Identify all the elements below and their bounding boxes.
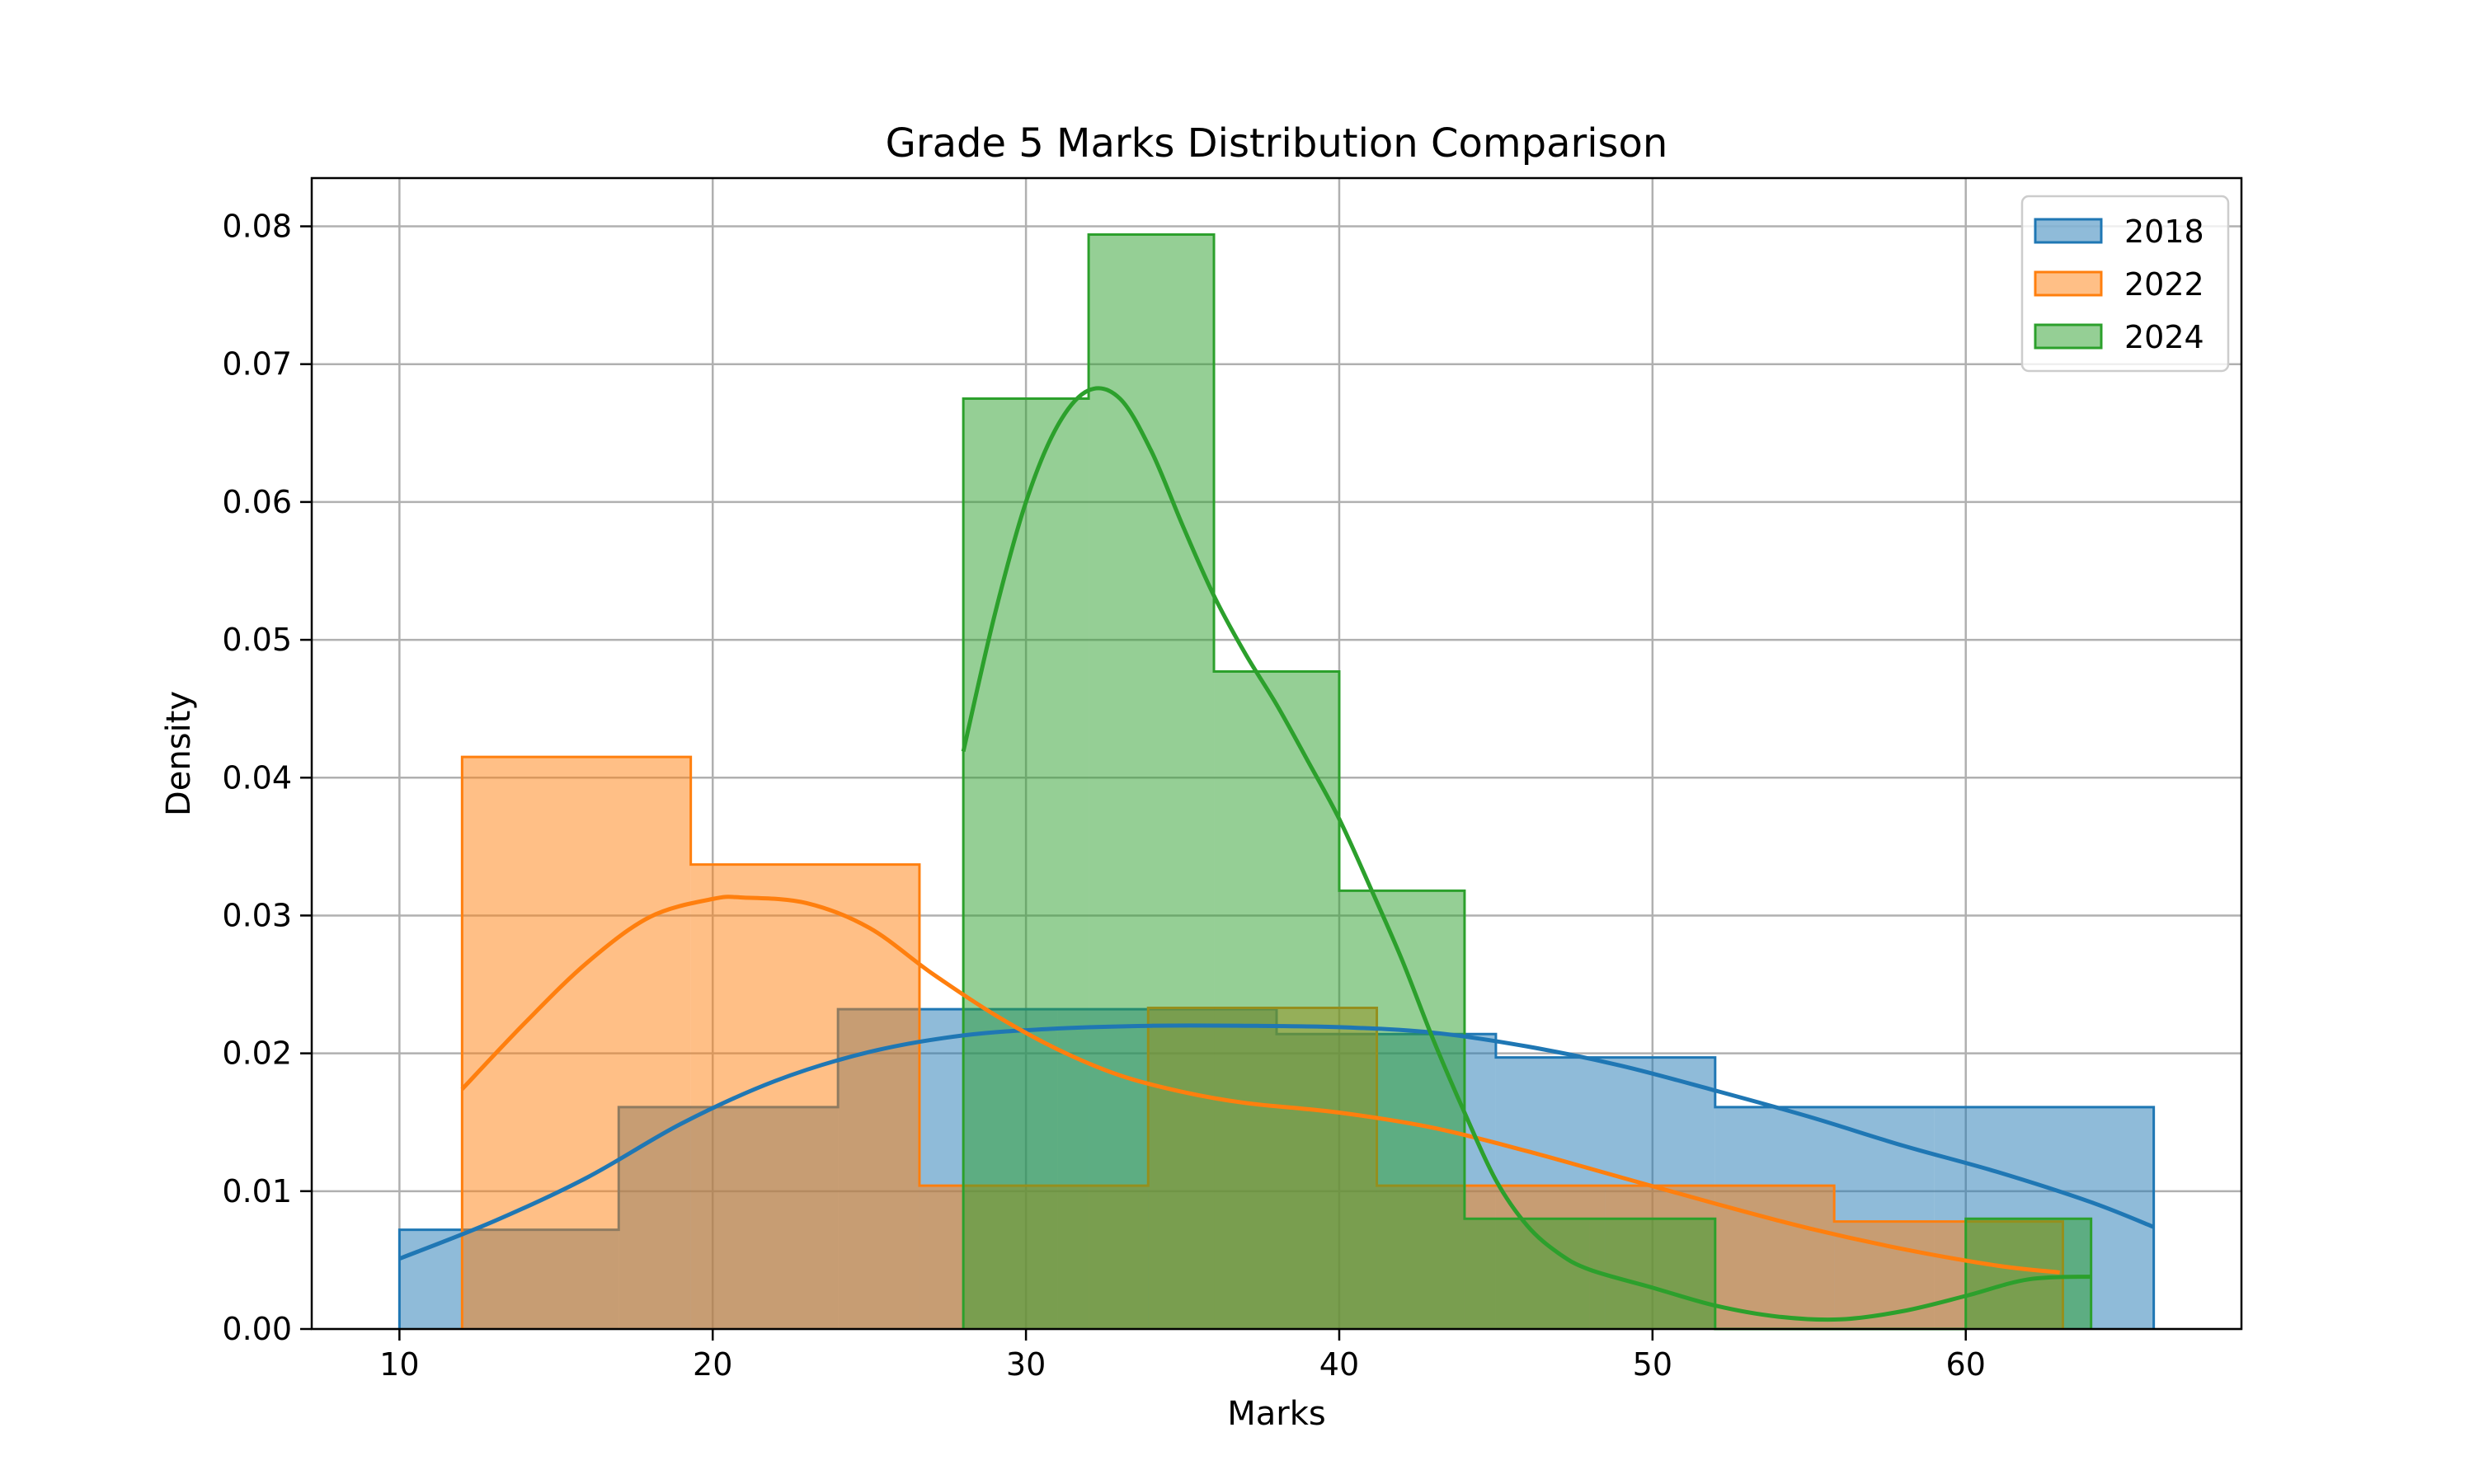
y-tick-label: 0.05 — [222, 622, 292, 658]
kde-curves — [398, 386, 2155, 1322]
y-tick-label: 0.03 — [222, 897, 292, 933]
x-tick-label: 60 — [1946, 1346, 1986, 1383]
legend-swatch-2024 — [2034, 323, 2103, 350]
legend-swatch-2022 — [2034, 270, 2103, 297]
bar-2024-0 — [963, 398, 1089, 1329]
chart-title: Grade 5 Marks Distribution Comparison — [886, 120, 1668, 167]
bar-2024-2 — [1214, 671, 1339, 1329]
kde-line-2018 — [398, 1023, 2155, 1261]
bar-2024-5 — [1589, 1219, 1715, 1329]
y-axis-ticks: 0.00 0.01 0.02 0.03 0.04 0.05 0.06 0.07 0.08 — [222, 209, 312, 1347]
y-axis-label: Density — [160, 691, 198, 816]
plot-area-frame — [310, 176, 2243, 1331]
y-tick-label: 0.08 — [222, 209, 292, 245]
x-tick-label: 20 — [693, 1346, 732, 1383]
bar-2022-1 — [690, 864, 920, 1329]
legend-label-2018: 2018 — [2124, 214, 2204, 250]
bar-outline-2024 — [962, 233, 2093, 1331]
histogram-bars — [397, 233, 2156, 1331]
series-2024-bars — [962, 233, 2093, 1331]
x-tick-label: 30 — [1006, 1346, 1046, 1383]
y-tick-label: 0.00 — [222, 1311, 292, 1347]
bar-2024-8 — [1965, 1219, 2091, 1329]
x-axis-ticks: 10 20 30 40 50 60 — [379, 1329, 1986, 1383]
bar-2024-4 — [1464, 1219, 1590, 1329]
y-tick-label: 0.06 — [222, 484, 292, 520]
legend-label-2024: 2024 — [2124, 319, 2204, 355]
y-tick-label: 0.01 — [222, 1173, 292, 1209]
bar-2024-1 — [1089, 234, 1215, 1329]
x-axis-label: Marks — [1227, 1395, 1325, 1433]
kde-line-2022 — [460, 895, 2060, 1275]
x-tick-label: 40 — [1319, 1346, 1359, 1383]
x-tick-label: 10 — [379, 1346, 419, 1383]
kde-line-2024 — [961, 386, 2091, 1322]
y-tick-label: 0.04 — [222, 759, 292, 796]
y-tick-label: 0.07 — [222, 346, 292, 383]
x-tick-label: 50 — [1633, 1346, 1672, 1383]
bar-2022-0 — [462, 757, 691, 1329]
legend: 2018 2022 2024 — [2020, 195, 2230, 373]
legend-label-2022: 2022 — [2124, 266, 2204, 303]
y-tick-label: 0.02 — [222, 1036, 292, 1072]
legend-swatch-2018 — [2034, 218, 2103, 244]
